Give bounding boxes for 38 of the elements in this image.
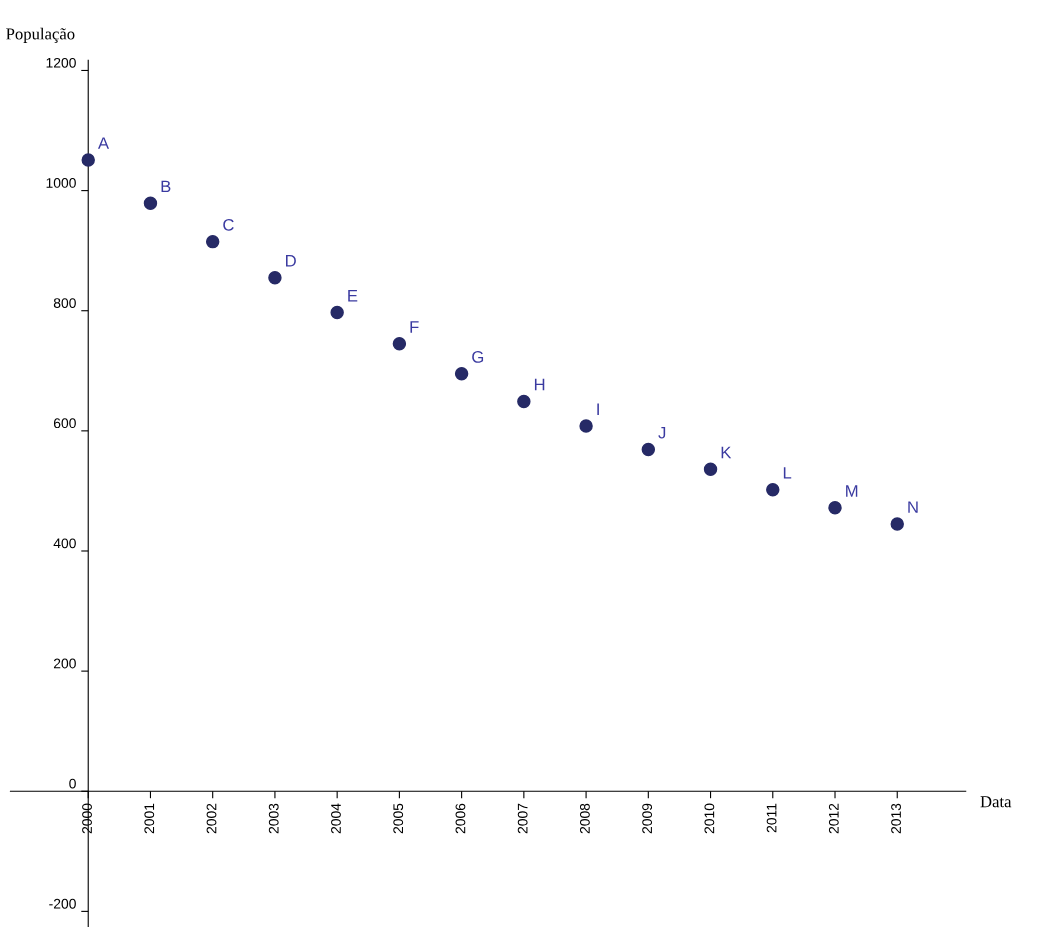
annotation: G	[472, 351, 484, 363]
x-tick-label: 2009	[642, 803, 653, 834]
y-tick-label: 800	[53, 298, 76, 308]
y-tick-label: 600	[53, 418, 76, 429]
y-tick-label: 1000	[46, 178, 76, 188]
x-tick-label: 2003	[268, 803, 279, 834]
x-tick-label: 2013	[891, 803, 901, 834]
annotation: H	[534, 378, 545, 391]
y-tick-label: 400	[53, 538, 76, 549]
x-axis-title: Data	[980, 796, 1012, 808]
x-tick-label: 2006	[455, 803, 466, 834]
annotation: K	[721, 446, 732, 459]
y-tick-label: 200	[53, 658, 76, 669]
x-tick-label: 2007	[517, 803, 528, 834]
annotation: J	[658, 426, 666, 439]
y-tick-label: 1200	[46, 57, 76, 68]
annotation: B	[161, 180, 171, 193]
annotation: F	[410, 321, 419, 333]
annotation: L	[783, 467, 792, 479]
x-tick-label: 2008	[579, 803, 590, 834]
x-tick-label: 2005	[393, 803, 404, 834]
annotation: M	[846, 485, 858, 497]
annotation: E	[348, 289, 358, 302]
annotation: C	[223, 218, 234, 231]
x-tick-label: 2010	[704, 803, 715, 834]
annotation: N	[908, 501, 918, 513]
x-tick-label: 2004	[331, 803, 341, 834]
x-tick-label: 2002	[206, 803, 217, 834]
y-tick-label: 0	[69, 778, 76, 789]
y-tick-label: -200	[49, 898, 76, 909]
annotation: A	[97, 137, 110, 149]
annotation: D	[286, 255, 296, 267]
x-tick-label: 2011	[766, 803, 777, 833]
y-axis-title: População	[6, 27, 75, 43]
annotation: I	[597, 403, 599, 415]
x-tick-label: 2000	[82, 803, 92, 834]
x-tick-label: 2012	[828, 803, 839, 834]
x-tick-label: 2001	[144, 803, 155, 834]
